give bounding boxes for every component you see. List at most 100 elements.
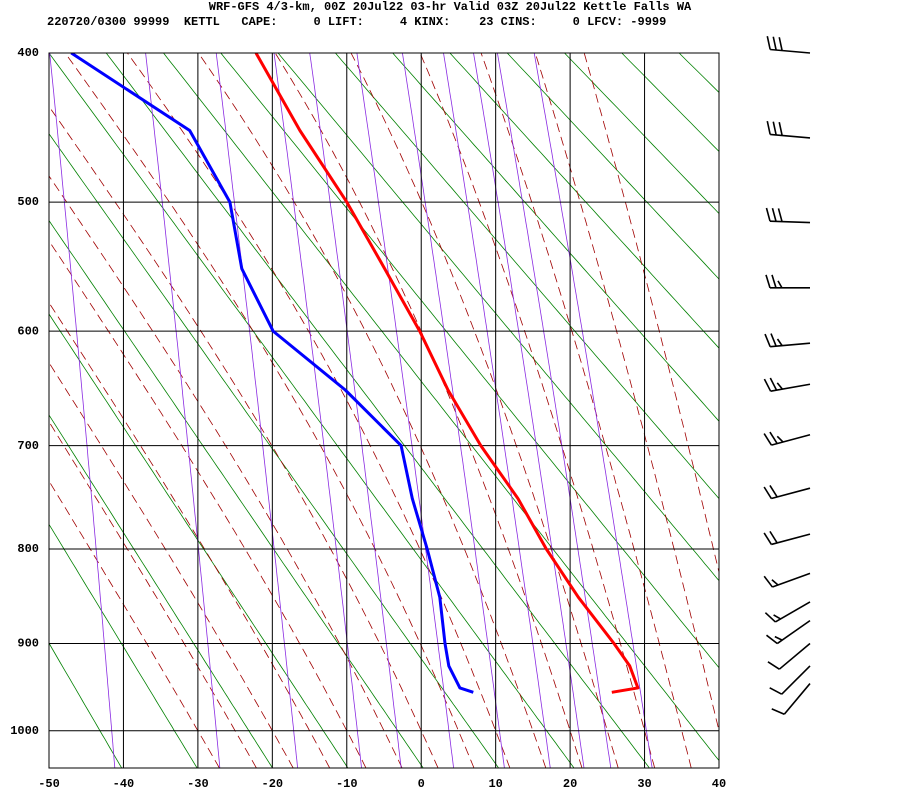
moist-adiabat — [0, 53, 293, 768]
dry-adiabat — [0, 53, 197, 768]
barb-feather — [766, 275, 770, 288]
dry-adiabat — [221, 53, 800, 768]
wind-barb — [768, 643, 810, 669]
barb-feather — [773, 122, 776, 135]
mixing-ratio-line — [497, 53, 610, 768]
y-tick-label: 700 — [17, 439, 39, 453]
wind-barb — [764, 378, 810, 391]
wind-barb — [767, 121, 810, 138]
x-tick-label: 0 — [418, 777, 425, 791]
dry-adiabat — [0, 53, 122, 768]
wind-barbs — [764, 36, 810, 714]
barb-feather — [779, 122, 782, 135]
moist-adiabat — [351, 53, 618, 768]
barb-feather — [770, 688, 782, 694]
barb-feather — [777, 383, 782, 389]
dry-adiabat — [106, 53, 649, 768]
barb-feather — [772, 208, 776, 221]
dry-adiabat — [0, 53, 46, 768]
moist-adiabat — [535, 53, 728, 768]
dry-adiabat — [507, 53, 900, 768]
mixing-ratio-line — [310, 53, 402, 768]
y-tick-label: 800 — [17, 542, 39, 556]
barb-feather — [768, 662, 779, 669]
x-tick-label: -20 — [262, 777, 284, 791]
barb-feather — [778, 281, 782, 288]
y-tick-label: 900 — [17, 637, 39, 651]
barb-feather — [770, 432, 777, 444]
barb-feather — [770, 378, 776, 390]
barb-shaft — [782, 666, 810, 694]
mixing-ratio-line — [357, 53, 454, 768]
barb-feather — [774, 615, 781, 619]
barb-shaft — [775, 602, 810, 622]
barb-feather — [766, 208, 770, 221]
y-tick-label: 1000 — [10, 724, 39, 738]
barb-feather — [772, 275, 776, 288]
wind-barb — [765, 334, 810, 347]
barb-feather — [765, 334, 770, 347]
chart-title: WRF-GFS 4/3-km, 00Z 20Jul22 03-hr Valid … — [209, 0, 692, 14]
dry-adiabat — [393, 53, 900, 768]
x-tick-label: -40 — [113, 777, 135, 791]
reference-lines — [0, 53, 900, 768]
mixing-ratio-line — [146, 53, 220, 768]
dry-adiabat — [0, 53, 348, 768]
barb-feather — [765, 613, 775, 622]
x-tick-label: -10 — [336, 777, 358, 791]
x-tick-label: -50 — [38, 777, 60, 791]
wind-barb — [766, 208, 810, 223]
barb-feather — [767, 121, 770, 134]
dry-adiabat — [794, 53, 900, 768]
barb-shaft — [779, 643, 810, 669]
dry-adiabat — [0, 53, 273, 768]
wind-barb — [772, 684, 810, 715]
wind-barb — [765, 602, 810, 622]
dry-adiabat — [164, 53, 725, 768]
dry-adiabat — [622, 53, 900, 768]
barb-feather — [770, 485, 777, 497]
plot-frame — [49, 53, 719, 768]
dry-adiabat — [851, 53, 900, 768]
barb-feather — [775, 637, 782, 640]
moist-adiabat — [65, 53, 474, 768]
barb-feather — [764, 379, 770, 391]
moist-adiabat — [12, 53, 439, 768]
y-tick-label: 600 — [17, 324, 39, 338]
dry-adiabat — [0, 53, 423, 768]
barb-feather — [764, 533, 771, 545]
barb-feather — [764, 576, 772, 587]
moist-adiabat — [0, 53, 219, 768]
y-tick-label: 400 — [17, 46, 39, 60]
profile-line — [256, 53, 638, 692]
barb-feather — [764, 434, 771, 446]
wind-barb — [766, 275, 810, 288]
y-tick-label: 500 — [17, 195, 39, 209]
barb-feather — [771, 334, 776, 347]
barb-feather — [772, 580, 778, 585]
barb-feather — [778, 339, 783, 346]
dry-adiabat — [335, 53, 900, 768]
moist-adiabat — [481, 53, 691, 768]
barb-feather — [772, 709, 785, 714]
wind-barb — [764, 485, 810, 498]
barb-feather — [770, 531, 777, 543]
dry-adiabat — [0, 53, 499, 768]
x-tick-label: 20 — [563, 777, 577, 791]
wind-barb — [764, 432, 810, 445]
barb-feather — [777, 436, 783, 442]
mixing-ratio-line — [534, 53, 652, 768]
x-tick-label: 30 — [637, 777, 651, 791]
x-tick-label: 40 — [712, 777, 726, 791]
dry-adiabat — [736, 53, 900, 768]
mixing-ratio-line — [402, 53, 504, 768]
wind-barb — [767, 36, 810, 53]
dry-adiabat — [450, 53, 900, 768]
mixing-ratio-line — [216, 53, 297, 768]
barb-feather — [764, 487, 771, 499]
dry-adiabat — [565, 53, 900, 768]
moist-adiabat — [584, 53, 765, 768]
barb-feather — [773, 37, 776, 50]
chart-subtitle: 220720/0300 99999 KETTL CAPE: 0 LIFT: 4 … — [47, 15, 666, 29]
